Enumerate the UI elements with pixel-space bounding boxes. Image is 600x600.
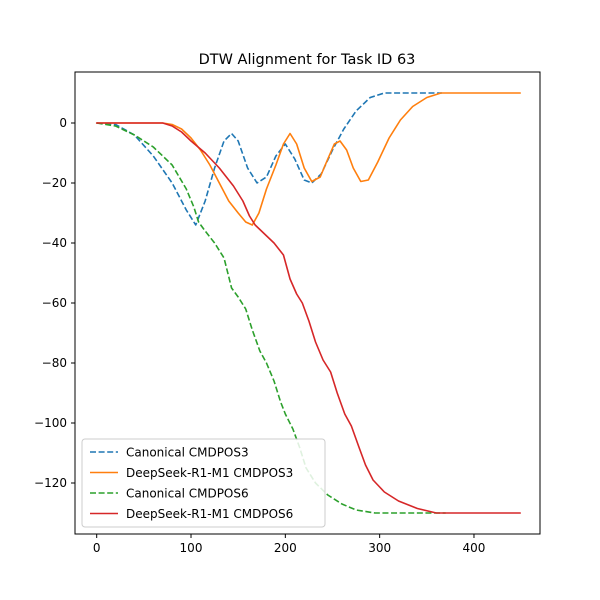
- y-tick-label-2: −40: [42, 236, 67, 250]
- x-tick-label-4: 400: [463, 541, 486, 555]
- legend: Canonical CMDPOS3 DeepSeek-R1-M1 CMDPOS3 C…: [81, 438, 326, 528]
- legend-label-2: Canonical CMDPOS6: [126, 487, 249, 501]
- legend-label-0: Canonical CMDPOS3: [126, 446, 249, 460]
- series-line-3: [95, 122, 521, 514]
- y-tick-label-4: −80: [42, 356, 67, 370]
- y-tick-label-1: −20: [42, 176, 67, 190]
- series-line-2: [96, 122, 446, 514]
- x-tick-label-0: 0: [93, 541, 101, 555]
- chart-title: DTW Alignment for Task ID 63: [199, 52, 416, 68]
- y-tick-label-3: −60: [42, 296, 67, 310]
- y-tick-label-5: −100: [34, 416, 67, 430]
- plot-series: [95, 92, 521, 514]
- y-axis: 0 −20 −40 −60 −80 −100 −120: [34, 116, 75, 490]
- x-tick-label-2: 200: [274, 541, 297, 555]
- x-tick-label-1: 100: [180, 541, 203, 555]
- y-tick-label-6: −120: [34, 476, 67, 490]
- legend-box: [81, 438, 326, 528]
- legend-label-3: DeepSeek-R1-M1 CMDPOS6: [126, 507, 293, 521]
- y-tick-label-0: 0: [59, 116, 67, 130]
- series-line-1: [95, 92, 521, 226]
- x-axis: 0 100 200 300 400: [93, 534, 486, 555]
- legend-label-1: DeepSeek-R1-M1 CMDPOS3: [126, 466, 293, 480]
- series-line-0: [96, 92, 442, 226]
- x-tick-label-3: 300: [368, 541, 391, 555]
